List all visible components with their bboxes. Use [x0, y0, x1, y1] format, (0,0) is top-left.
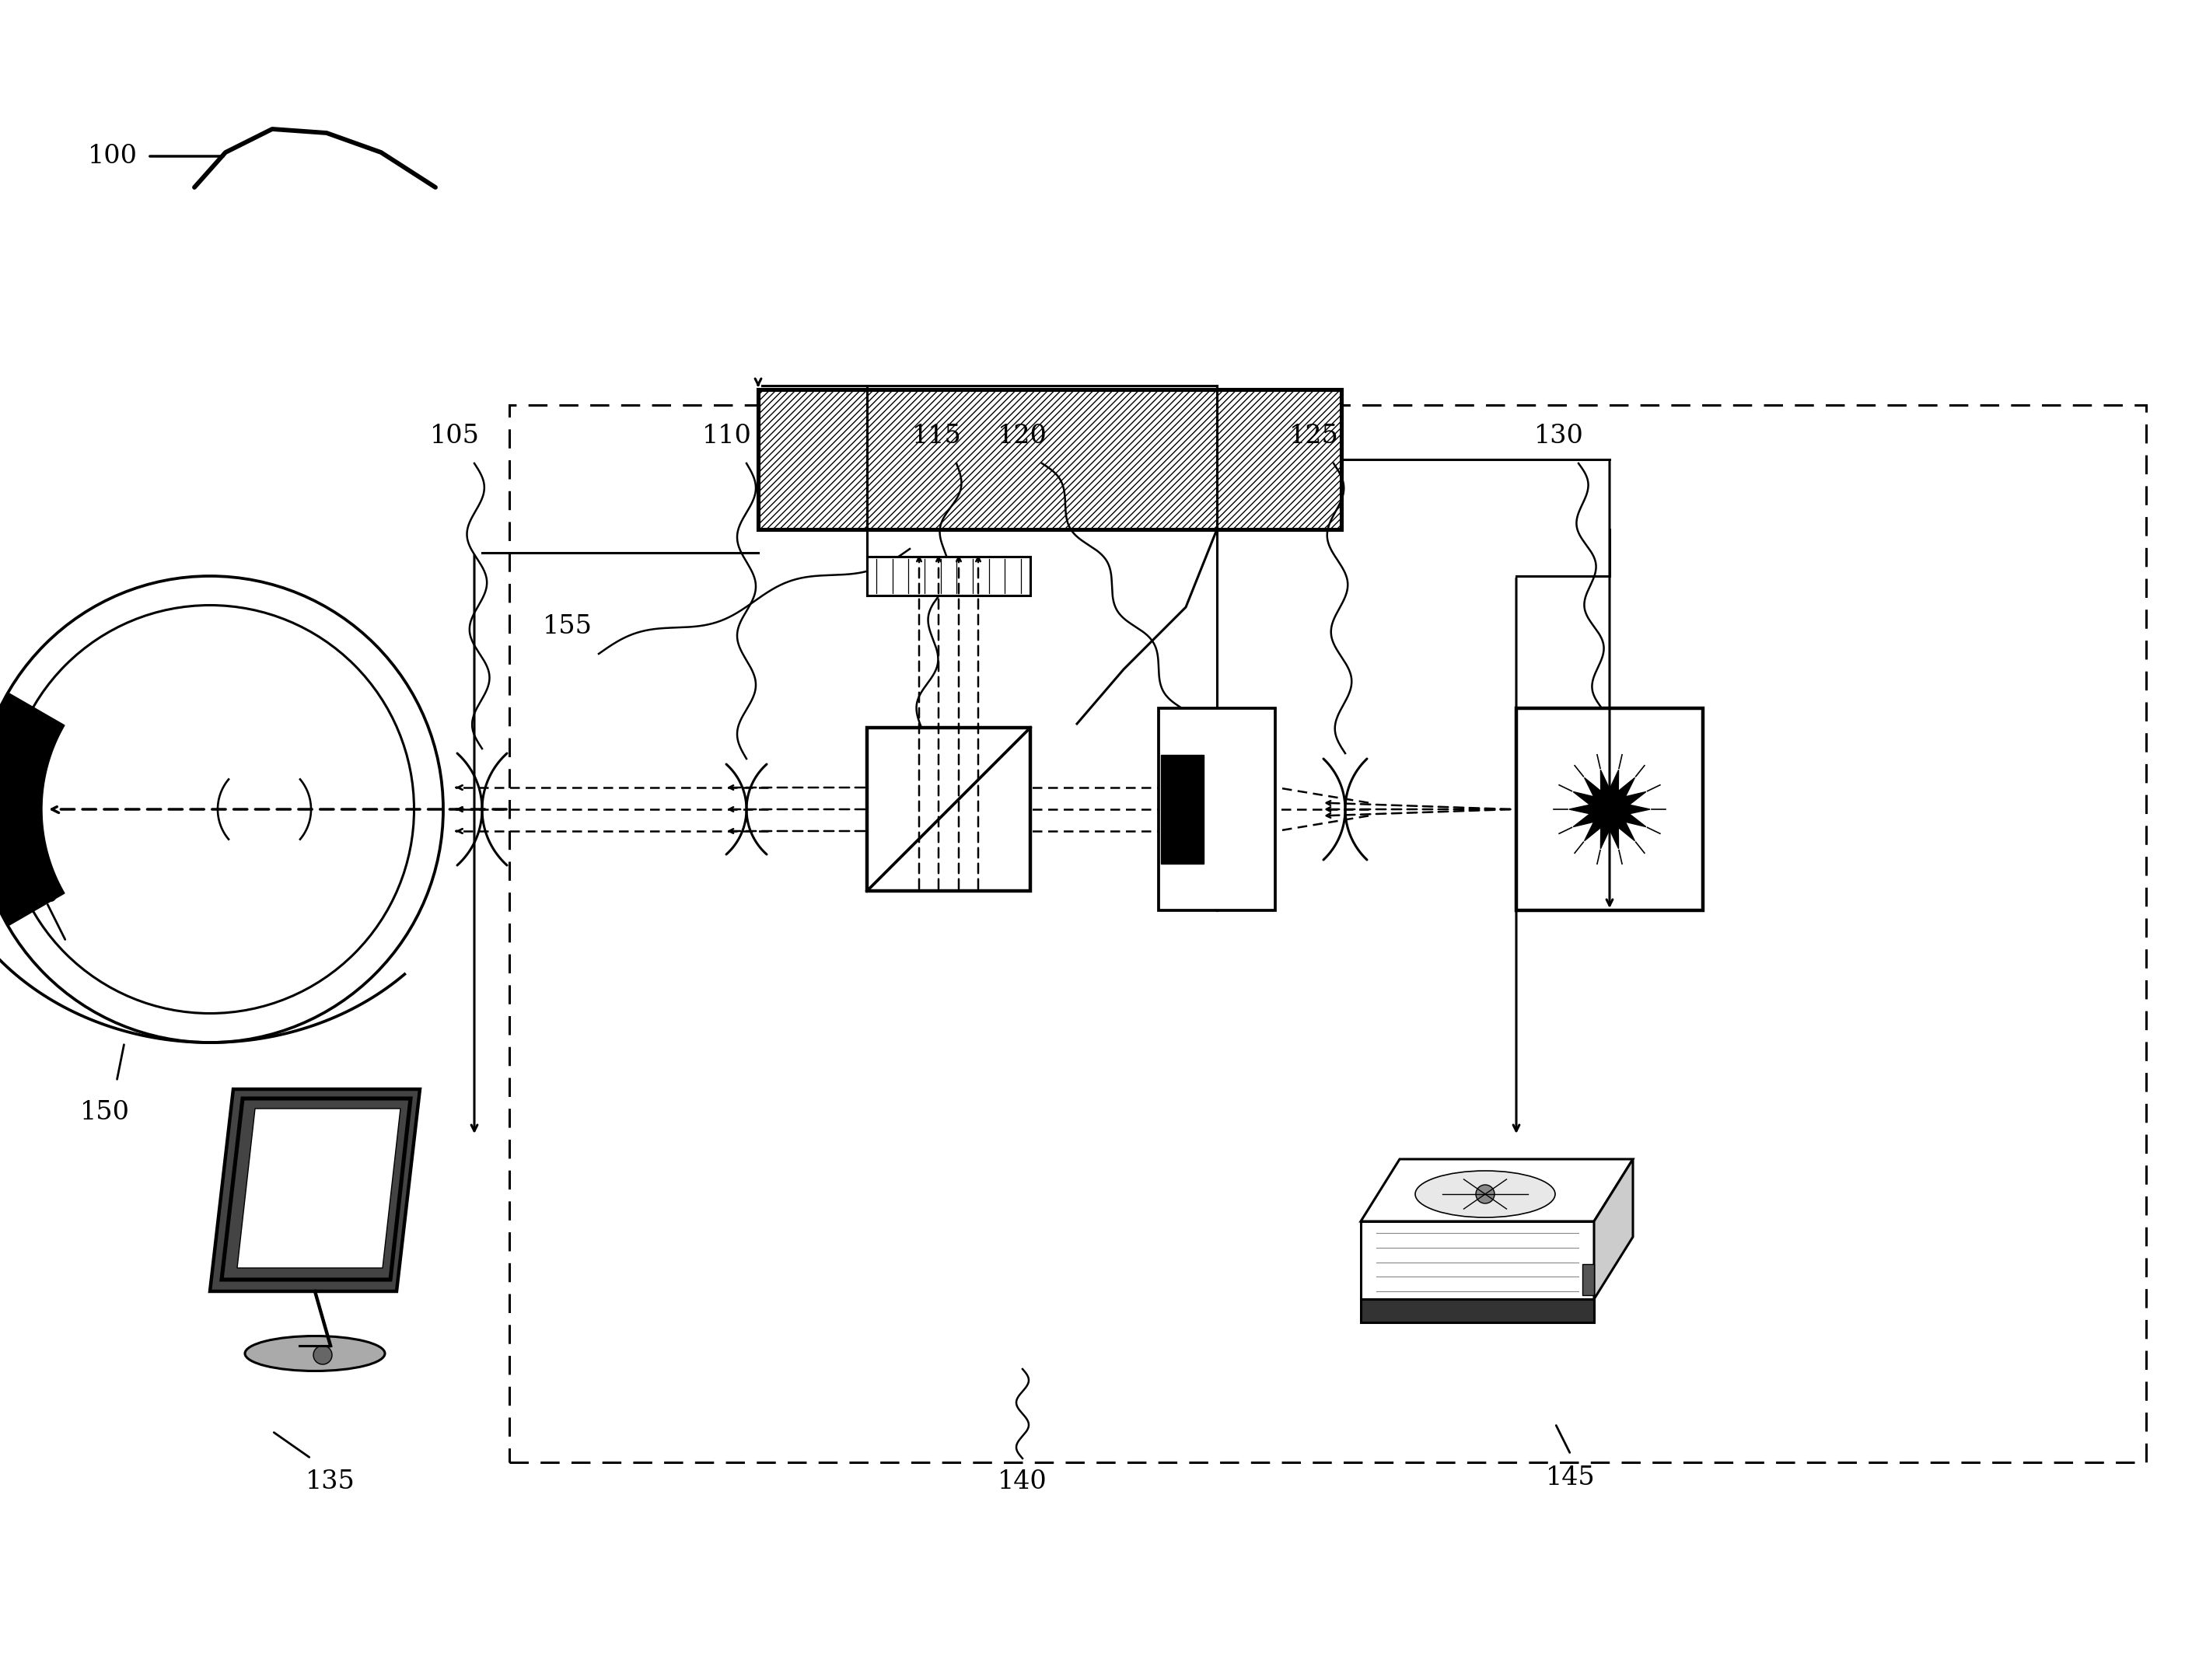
Ellipse shape — [246, 1336, 386, 1371]
Text: 120: 120 — [997, 423, 1048, 449]
Text: 135: 135 — [305, 1470, 355, 1494]
Polygon shape — [0, 692, 64, 926]
Text: 130: 130 — [1534, 423, 1585, 449]
Bar — [509, 405, 2146, 1462]
Polygon shape — [1594, 1159, 1633, 1299]
Polygon shape — [1361, 1221, 1594, 1299]
Bar — [758, 390, 1342, 529]
Text: 110: 110 — [701, 423, 752, 449]
Text: 150: 150 — [81, 1100, 129, 1126]
Bar — [868, 556, 1030, 595]
Text: 100: 100 — [88, 144, 138, 168]
Polygon shape — [210, 1089, 421, 1292]
Ellipse shape — [1416, 1171, 1554, 1218]
Polygon shape — [237, 1109, 401, 1268]
Polygon shape — [1361, 1299, 1594, 1322]
Bar — [1160, 754, 1203, 864]
Text: 115: 115 — [912, 423, 962, 449]
Circle shape — [313, 1346, 331, 1364]
Bar — [1583, 1263, 1594, 1295]
Polygon shape — [1569, 769, 1651, 848]
Text: 140: 140 — [997, 1470, 1048, 1494]
Bar — [1160, 709, 1276, 911]
Text: 155: 155 — [544, 615, 592, 638]
Circle shape — [1475, 1184, 1495, 1203]
Text: 105: 105 — [430, 423, 480, 449]
Text: 160: 160 — [11, 882, 59, 907]
Bar — [868, 727, 1030, 890]
Polygon shape — [1361, 1159, 1633, 1221]
Text: 145: 145 — [1545, 1465, 1596, 1490]
Bar — [1517, 709, 1703, 911]
Text: 125: 125 — [1289, 423, 1339, 449]
